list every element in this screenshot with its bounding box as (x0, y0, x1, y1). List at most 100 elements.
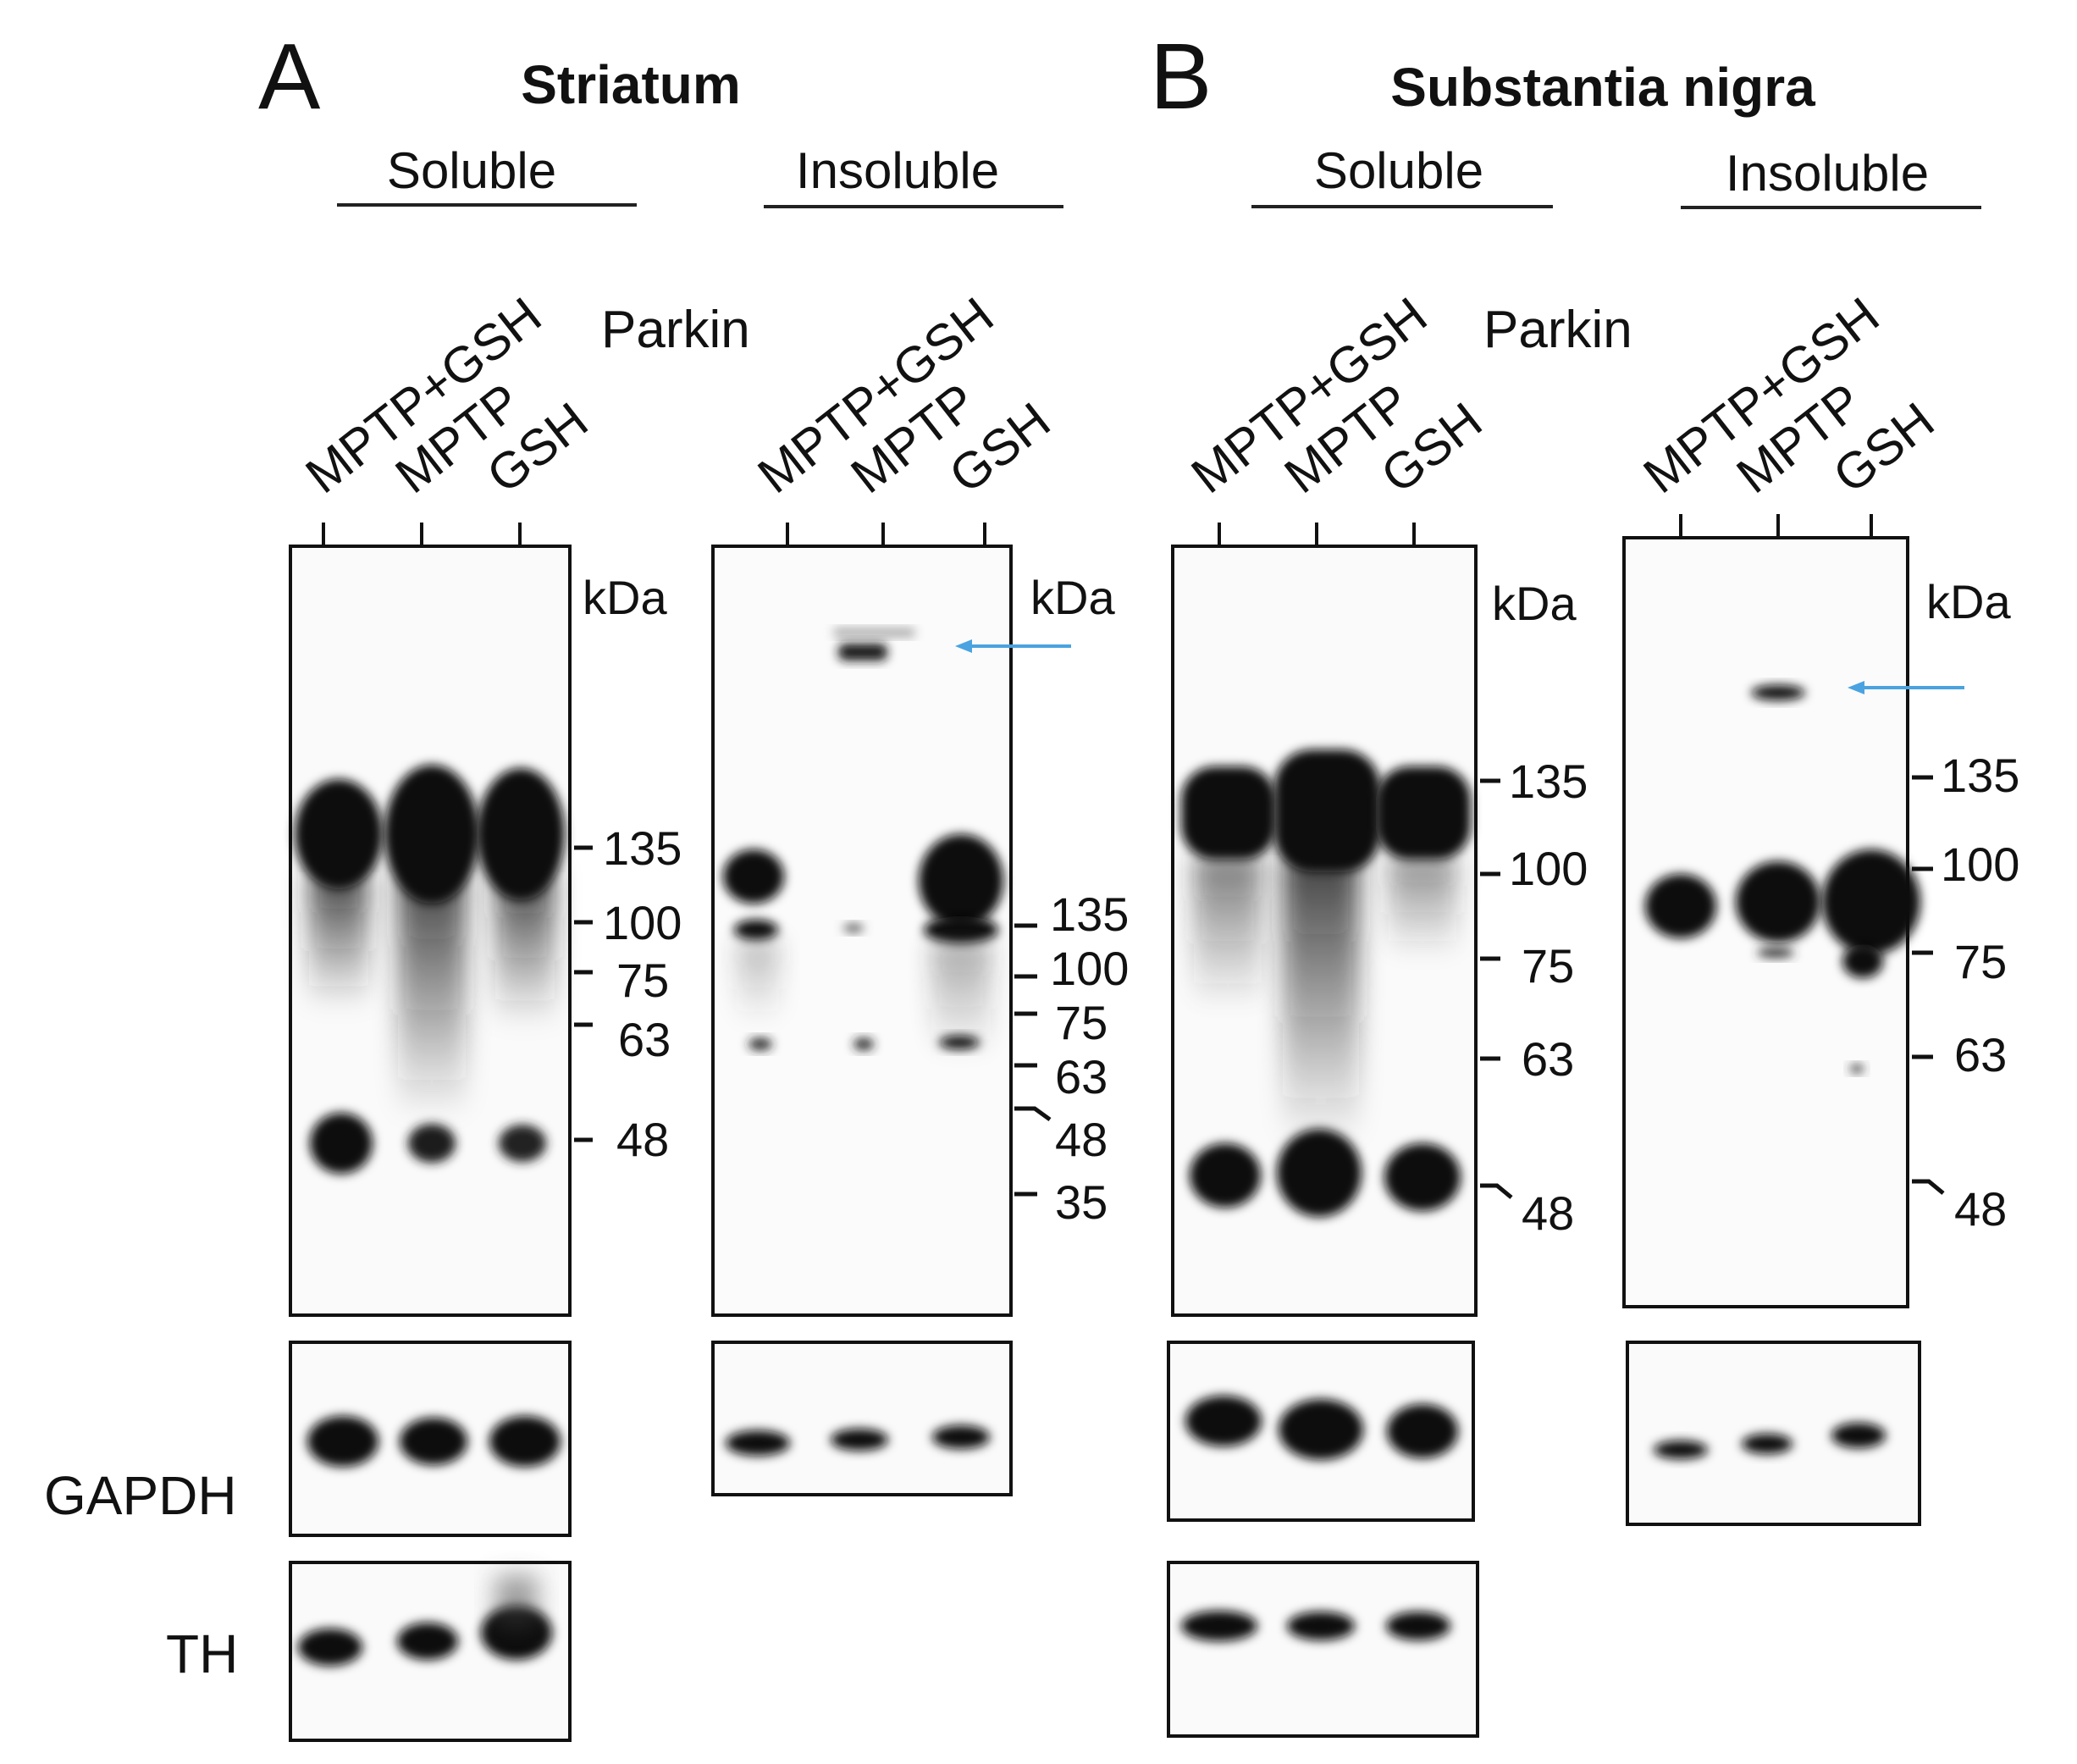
marker-label: 63 (1954, 1028, 2007, 1081)
kda-label: kDa (1926, 575, 2011, 628)
panel-a-gapdh-insoluble-blot (711, 1341, 1013, 1496)
marker-label: 135 (1941, 749, 2019, 802)
band-smear (398, 872, 466, 1118)
panel-a-region-title: Striatum (521, 54, 741, 115)
band (1185, 1396, 1262, 1446)
marker-label: 100 (603, 896, 682, 949)
panel-a-th-blot (289, 1561, 572, 1742)
panel-b-soluble-lane-labels: MPTP+GSH MPTP GSH (1181, 286, 1493, 504)
marker-label: 75 (1954, 935, 2007, 988)
panel-b-insoluble-lane-labels: MPTP+GSH MPTP GSH (1633, 286, 1945, 504)
band (1274, 749, 1380, 872)
band (400, 1418, 467, 1465)
band (748, 1038, 772, 1050)
panel-b-gapdh-insoluble-blot (1626, 1341, 1921, 1526)
band (477, 768, 565, 900)
band (1850, 1064, 1864, 1073)
band (932, 1425, 990, 1449)
band (939, 1036, 980, 1049)
panel-b-gapdh-soluble-blot (1167, 1341, 1475, 1522)
marker-label: 100 (1050, 942, 1129, 995)
band (1181, 1611, 1257, 1641)
band (1654, 1441, 1708, 1459)
band (384, 765, 479, 904)
band (853, 1038, 874, 1050)
band (298, 1629, 362, 1666)
band (1386, 1612, 1450, 1640)
band-smear (309, 872, 368, 1008)
panel-a-insoluble-label: Insoluble (796, 142, 999, 199)
panel-b-insoluble-label: Insoluble (1726, 145, 1929, 202)
marker-label: 75 (1055, 996, 1108, 1049)
band (1287, 1612, 1355, 1640)
band (1277, 1129, 1362, 1217)
panel-b: B Substantia nigra Soluble Insoluble Par… (1150, 25, 2019, 1738)
marker-label: 135 (603, 821, 682, 875)
marker-label: 48 (1055, 1113, 1108, 1166)
blot-frame (1167, 1561, 1479, 1738)
marker-label: 100 (1941, 838, 2019, 891)
band (734, 920, 778, 940)
band (1742, 1434, 1793, 1454)
band (919, 834, 1003, 927)
th-label: TH (166, 1623, 238, 1684)
panel-a: A Striatum Soluble Insoluble Parkin MPTP… (44, 25, 1129, 1742)
band-smear (737, 940, 779, 1025)
marker-label: 75 (1522, 939, 1574, 993)
panel-b-insoluble-blot: kDa 135 100 75 63 48 (1622, 514, 2019, 1308)
arrow-icon (955, 639, 1071, 653)
marker-label: 35 (1055, 1175, 1108, 1229)
band (307, 1416, 378, 1467)
band-smear (1283, 855, 1359, 1143)
marker-label: 48 (1522, 1186, 1574, 1240)
band-high-mw-faint (834, 628, 914, 637)
panel-a-soluble-lane-labels: MPTP+GSH MPTP GSH (296, 286, 599, 504)
band (489, 1416, 561, 1467)
band (831, 1429, 888, 1451)
band (1376, 766, 1471, 860)
band (1279, 1399, 1363, 1460)
marker-label: 75 (616, 954, 669, 1007)
band (1822, 849, 1920, 954)
marker-label: 100 (1509, 842, 1588, 895)
band (1757, 948, 1794, 958)
marker-label: 48 (1954, 1182, 2007, 1236)
panel-a-soluble-label: Soluble (387, 142, 556, 199)
marker-label: 135 (1509, 755, 1588, 808)
panel-b-soluble-blot: kDa 135 100 75 63 48 (1171, 523, 1588, 1317)
band (408, 1124, 456, 1163)
band (499, 1125, 546, 1162)
panel-a-soluble-blot: kDa 135 100 75 63 48 (289, 523, 682, 1317)
kda-label: kDa (1030, 571, 1115, 624)
panel-b-region-title: Substantia nigra (1390, 57, 1815, 118)
panel-a-antibody-label: Parkin (601, 301, 750, 359)
panel-b-letter: B (1150, 25, 1212, 129)
arrow-icon (1848, 681, 1964, 694)
panel-b-soluble-label: Soluble (1314, 142, 1483, 199)
band (310, 1113, 373, 1174)
band (1842, 944, 1883, 978)
marker-tick (1480, 1183, 1513, 1199)
kda-label: kDa (1492, 577, 1577, 630)
marker-tick (1014, 1106, 1052, 1122)
band (924, 916, 998, 943)
band-high-mw (838, 644, 887, 661)
blot-frame (711, 1341, 1013, 1496)
marker-label: 63 (1055, 1050, 1108, 1103)
kda-label: kDa (583, 571, 667, 624)
band (723, 849, 784, 904)
panel-a-insoluble-blot: kDa 135 100 75 63 48 35 (711, 523, 1129, 1317)
band (1181, 766, 1276, 860)
band (1190, 1143, 1261, 1208)
band-high-mw (1751, 685, 1805, 700)
panel-a-gapdh-soluble-blot (289, 1341, 572, 1537)
marker-label: 135 (1050, 888, 1129, 941)
band (397, 1623, 458, 1660)
band (1831, 1423, 1886, 1448)
panel-b-th-blot (1167, 1561, 1479, 1738)
marker-tick (1912, 1179, 1945, 1195)
band (1384, 1143, 1461, 1211)
band (1736, 861, 1820, 943)
band (726, 1430, 790, 1456)
marker-label: 48 (616, 1113, 669, 1166)
